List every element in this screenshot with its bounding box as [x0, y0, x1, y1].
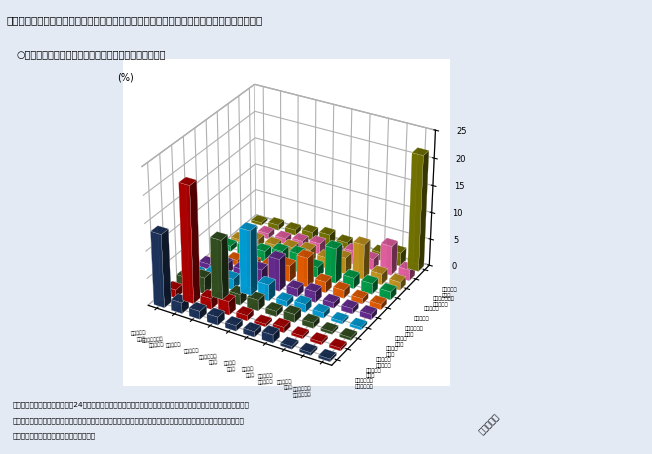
Text: (%): (%): [117, 72, 134, 82]
Text: ている者の割合）を示している。: ている者の割合）を示している。: [13, 433, 96, 439]
Text: 資料出所　総務省統計局「平成24年就業構造基本調査」の調査票情報を厚生労働省労働政策担当参事官室にて独自集計: 資料出所 総務省統計局「平成24年就業構造基本調査」の調査票情報を厚生労働省労働…: [13, 402, 250, 409]
Y-axis label: 現職の職業: 現職の職業: [477, 412, 501, 436]
Text: ○　おおむね同一職業間での正規雇用への移行率が高い: ○ おおむね同一職業間での正規雇用への移行率が高い: [16, 49, 166, 59]
Text: 第３－（３）－８図　　前職が非正規雇用の者が、転職後、正規雇用に就く割合（職業別）: 第３－（３）－８図 前職が非正規雇用の者が、転職後、正規雇用に就く割合（職業別）: [7, 15, 263, 25]
Text: （注）　グラフは職業別の正規移行率（過去５年以内に離職し、現在仕事に就いている有業者のうち、正規雇用で勤め: （注） グラフは職業別の正規移行率（過去５年以内に離職し、現在仕事に就いている有…: [13, 418, 245, 424]
